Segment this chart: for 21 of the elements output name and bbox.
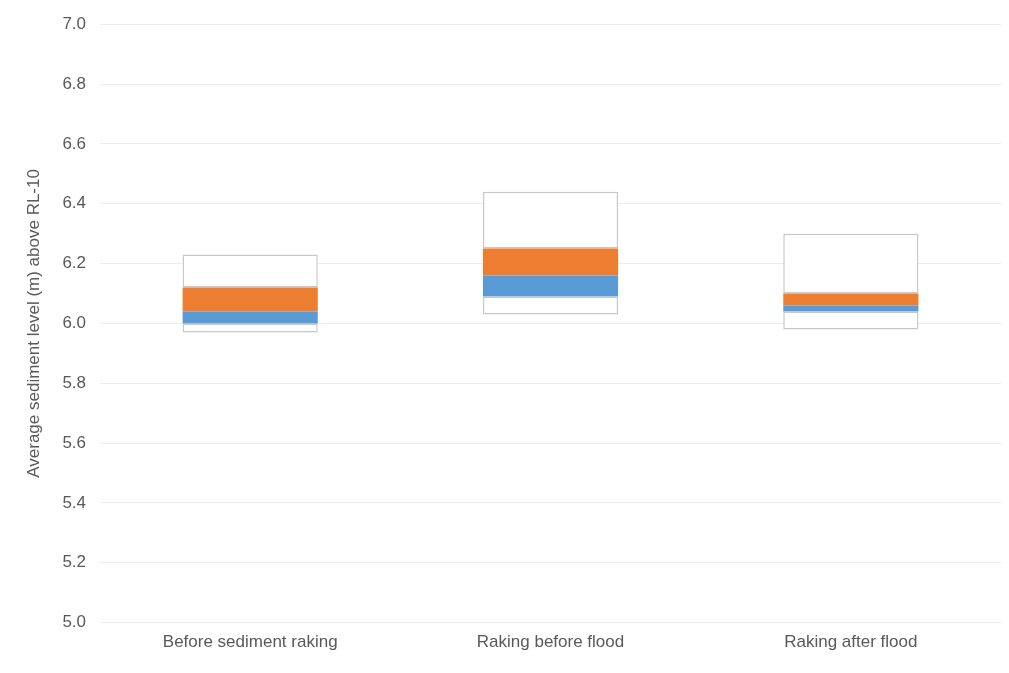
y-tick-label: 6.0 [62, 313, 87, 333]
y-tick-label: 5.6 [62, 432, 87, 452]
y-tick-label: 5.4 [62, 492, 87, 512]
y-tick-label: 6.6 [62, 133, 87, 153]
x-tick-label: Raking after flood [784, 632, 918, 652]
y-tick-label: 5.0 [62, 612, 87, 632]
y-tick-label: 7.0 [62, 13, 87, 33]
y-tick-label: 6.8 [62, 73, 87, 93]
y-tick-label: 6.2 [62, 253, 87, 273]
bar [482, 275, 619, 297]
bar [482, 248, 619, 276]
x-tick-label: Raking before flood [476, 632, 625, 652]
y-tick-label: 6.4 [62, 193, 87, 213]
bar [182, 311, 318, 324]
y-axis-title: Average sediment level (m) above RL-10 [23, 169, 43, 478]
y-tick-label: 5.8 [62, 372, 87, 392]
x-tick-label: Before sediment raking [162, 632, 338, 652]
bar [783, 293, 919, 306]
bar [182, 287, 318, 312]
bar [783, 305, 919, 312]
y-tick-label: 5.2 [62, 552, 87, 572]
